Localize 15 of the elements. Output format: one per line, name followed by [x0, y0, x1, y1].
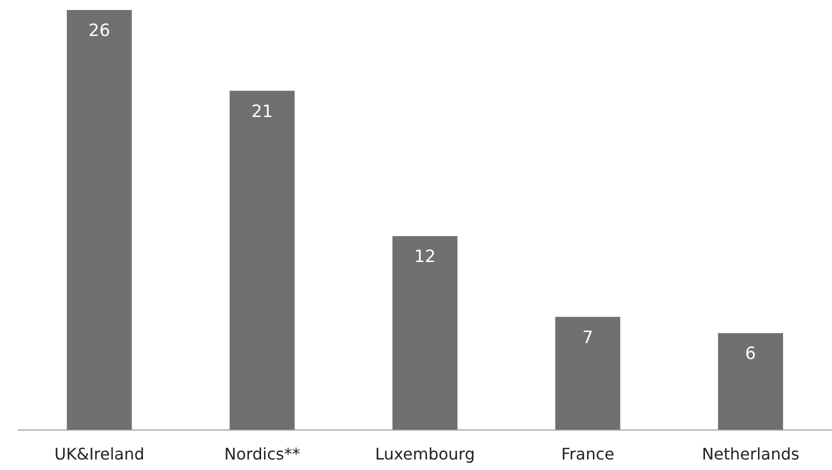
data-label: 21: [251, 102, 273, 122]
bar: [718, 333, 784, 430]
data-label: 12: [414, 247, 436, 268]
data-label: 26: [88, 21, 110, 42]
bar: [66, 10, 132, 430]
bar: [230, 90, 295, 430]
bar: [392, 236, 458, 430]
data-label: 6: [745, 344, 756, 364]
data-label: 7: [582, 328, 594, 348]
x-tick-label: UK&Ireland: [54, 444, 144, 464]
x-tick-label: Luxembourg: [375, 444, 475, 464]
x-tick-label: France: [561, 444, 614, 464]
x-tick-label: Netherlands: [702, 444, 800, 464]
x-tick-label: Nordics**: [224, 444, 300, 464]
bar: [555, 316, 620, 430]
